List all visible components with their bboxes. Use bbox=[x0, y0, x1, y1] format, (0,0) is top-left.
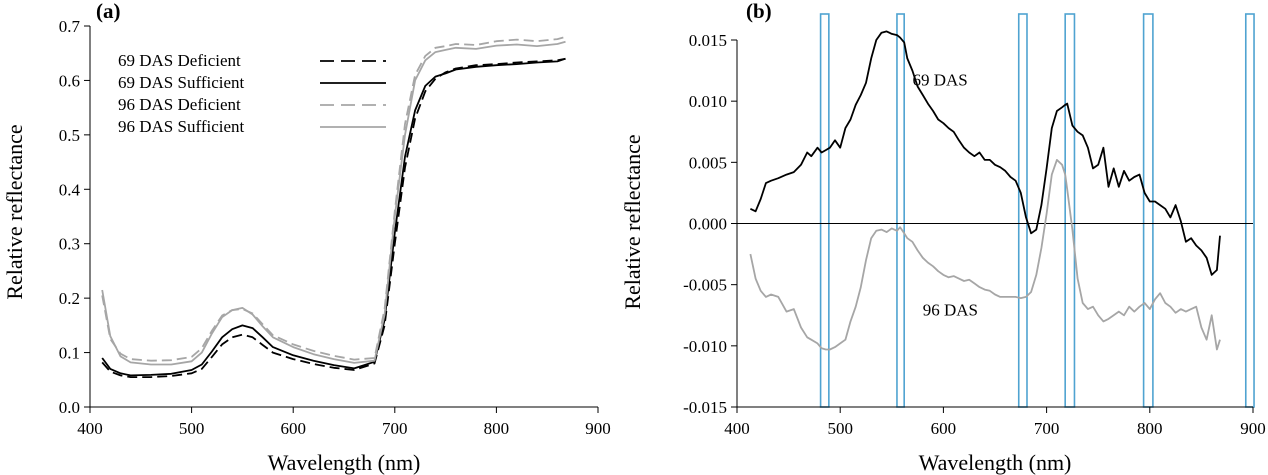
y-axis-title: Relative reflectance bbox=[620, 134, 645, 309]
legend: 69 DAS Deficient 69 DAS Sufficient 96 DA… bbox=[118, 51, 386, 136]
panel-label-a: (a) bbox=[96, 0, 121, 23]
x-tick-label: 800 bbox=[484, 419, 510, 438]
series-line-69-das-deficient bbox=[101, 57, 566, 378]
x-tick-label: 500 bbox=[827, 419, 853, 438]
legend-label-69-sufficient: 69 DAS Sufficient bbox=[118, 73, 245, 92]
y-tick-label: 0.3 bbox=[59, 235, 80, 254]
y-tick-label: 0.015 bbox=[689, 31, 727, 50]
highlight-band bbox=[1244, 13, 1255, 408]
panel-label-b: (b) bbox=[746, 0, 772, 23]
y-tick-label: 0.010 bbox=[689, 92, 727, 111]
legend-label-96-sufficient: 96 DAS Sufficient bbox=[118, 117, 245, 136]
y-tick-label: 0.1 bbox=[59, 344, 80, 363]
series-annotation: 96 DAS bbox=[923, 300, 978, 319]
y-tick-label: 0.6 bbox=[59, 71, 80, 90]
highlight-band bbox=[1017, 13, 1028, 408]
series-line-69-das-sufficient bbox=[101, 57, 566, 377]
x-tick-label: 400 bbox=[724, 419, 750, 438]
series-annotation: 69 DAS bbox=[912, 70, 967, 89]
x-axis-title: Wavelength (nm) bbox=[919, 450, 1072, 475]
y-tick-label: 0.0 bbox=[59, 398, 80, 417]
x-tick-label: 900 bbox=[1240, 419, 1266, 438]
y-axis-title: Relative reflectance bbox=[2, 124, 27, 299]
x-tick-label: 600 bbox=[280, 419, 306, 438]
highlight-band bbox=[1142, 13, 1154, 408]
y-tick-label: 0.4 bbox=[59, 180, 81, 199]
y-tick-label: 0.000 bbox=[689, 215, 727, 234]
y-tick-label: -0.015 bbox=[683, 398, 727, 417]
series-line-96-das-sufficient bbox=[101, 40, 566, 366]
x-tick-label: 700 bbox=[382, 419, 408, 438]
panel-b: (b) -0.015 -0.010 -0.005 0.000 0.005 0.010 0.0… bbox=[620, 0, 1266, 475]
y-tick-label: -0.005 bbox=[683, 276, 727, 295]
x-axis-title: Wavelength (nm) bbox=[268, 450, 421, 475]
x-tick-label: 500 bbox=[179, 419, 205, 438]
y-tick-label: 0.5 bbox=[59, 126, 80, 145]
panel-a: (a) 0.0 0.1 0.2 0.3 0.4 0.5 0.6 0.7 400 500 600 70… bbox=[2, 0, 611, 475]
legend-label-96-deficient: 96 DAS Deficient bbox=[118, 95, 241, 114]
x-tick-label: 800 bbox=[1137, 419, 1163, 438]
y-tick-label: 0.2 bbox=[59, 289, 80, 308]
x-tick-label: 400 bbox=[77, 419, 103, 438]
series-line-96-das-deficient bbox=[101, 36, 566, 362]
y-tick-label: 0.005 bbox=[689, 153, 727, 172]
y-tick-label: 0.7 bbox=[59, 17, 81, 36]
x-tick-label: 900 bbox=[585, 419, 611, 438]
legend-label-69-deficient: 69 DAS Deficient bbox=[118, 51, 241, 70]
highlight-band bbox=[896, 13, 905, 408]
x-tick-label: 700 bbox=[1034, 419, 1060, 438]
y-tick-label: -0.010 bbox=[683, 337, 727, 356]
series-line-69-das bbox=[750, 30, 1221, 276]
series-line-96-das bbox=[749, 159, 1221, 351]
x-tick-label: 600 bbox=[931, 419, 957, 438]
